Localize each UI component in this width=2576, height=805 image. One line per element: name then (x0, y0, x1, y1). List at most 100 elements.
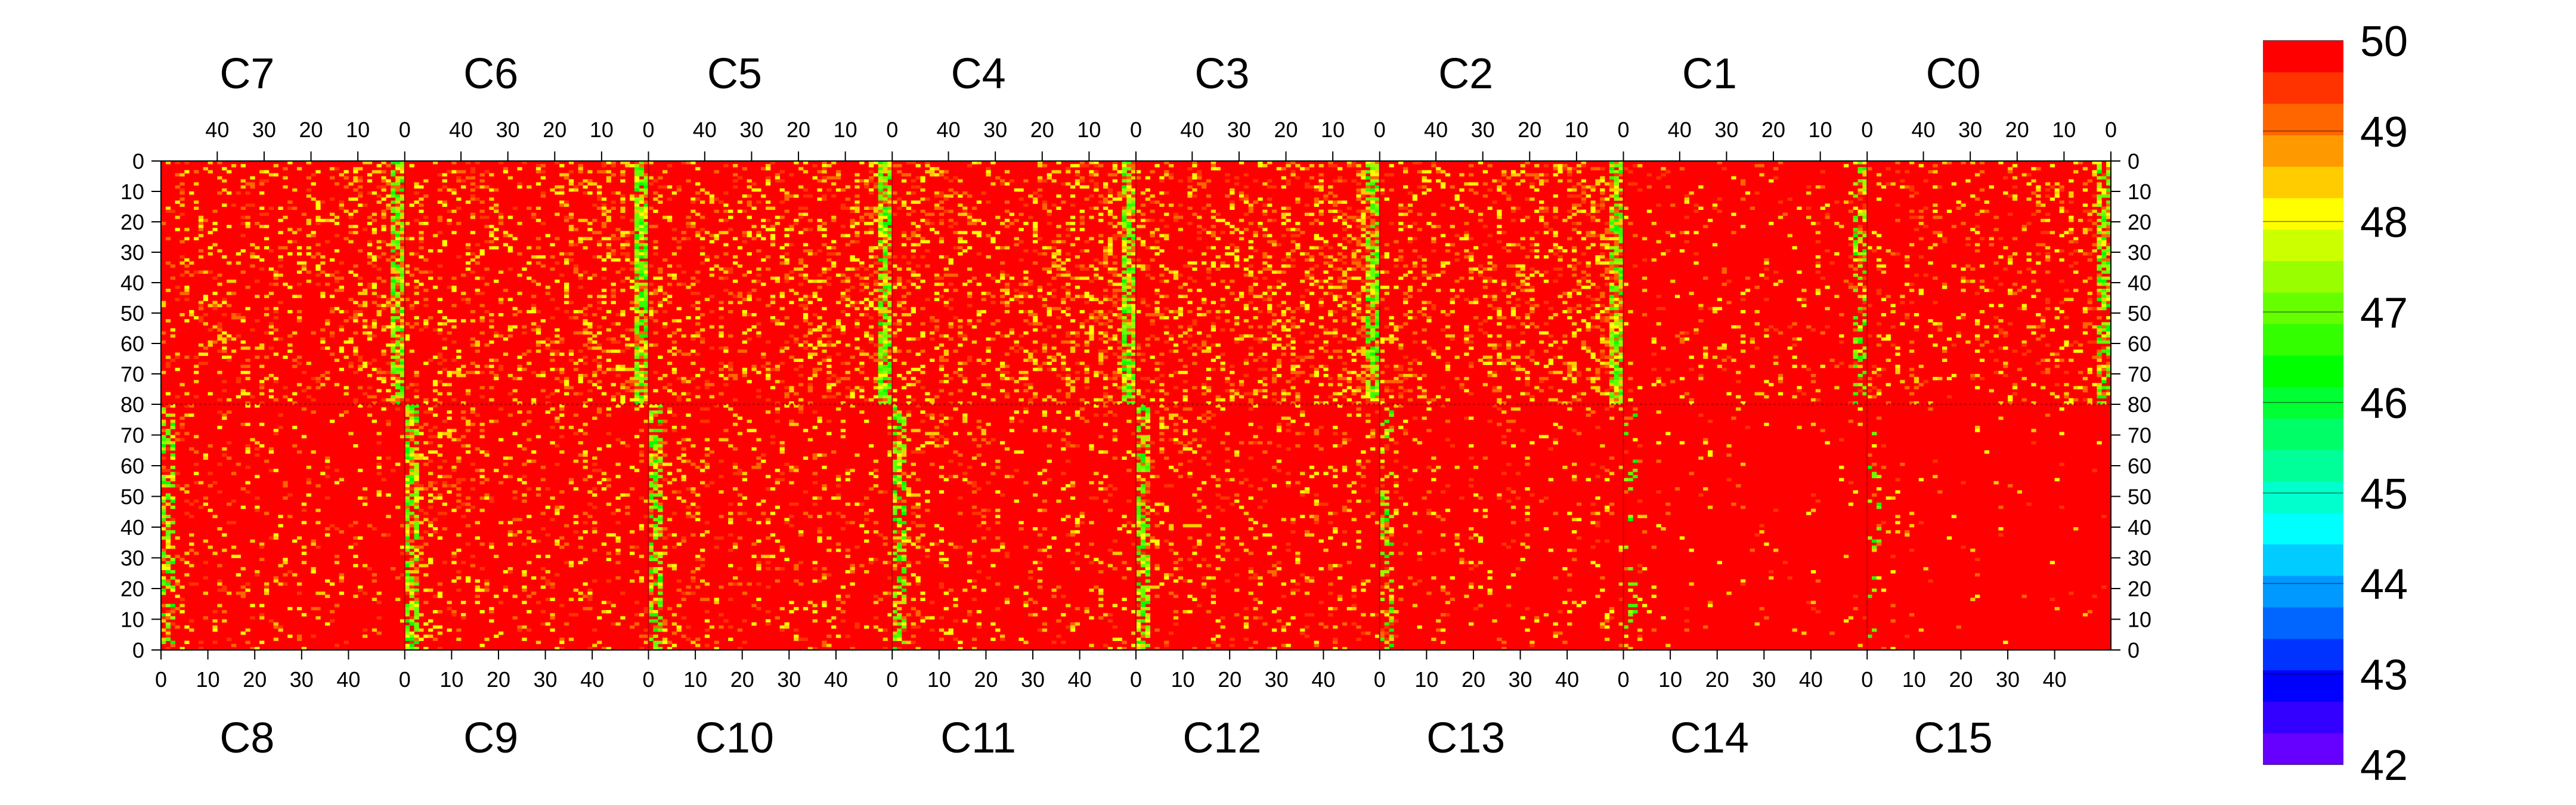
heatmap-cell (367, 243, 373, 247)
heatmap-cell (583, 343, 588, 347)
heatmap-cell (1361, 286, 1366, 289)
heatmap-cell (728, 301, 733, 305)
heatmap-cell (1131, 361, 1137, 366)
heatmap-cell (883, 225, 888, 228)
heatmap-cell (1075, 237, 1080, 240)
heatmap-cell (794, 392, 799, 396)
heatmap-cell (962, 334, 968, 338)
heatmap-cell (747, 298, 752, 301)
heatmap-cell (751, 364, 757, 369)
heatmap-cell (634, 346, 640, 350)
heatmap-cell (868, 301, 874, 305)
heatmap-cell (1361, 194, 1366, 198)
heatmap-cell (1009, 276, 1015, 280)
heatmap-cell (1182, 264, 1188, 268)
heatmap-cell (822, 358, 827, 362)
heatmap-cell (883, 398, 888, 402)
heatmap-cell (939, 364, 945, 369)
heatmap-cell (1361, 222, 1366, 225)
heatmap-cell (873, 270, 879, 274)
heatmap-cell (1276, 279, 1282, 283)
heatmap-cell (1262, 352, 1268, 356)
heatmap-cell (691, 197, 696, 201)
heatmap-cell (283, 246, 288, 250)
heatmap-cell (1202, 252, 1207, 256)
heatmap-cell (1379, 337, 1385, 341)
heatmap-cell (268, 283, 274, 286)
heatmap-cell (1230, 370, 1235, 374)
heatmap-cell (381, 352, 386, 356)
heatmap-cell (428, 249, 434, 253)
heatmap-cell (484, 215, 490, 219)
heatmap-cell (1370, 200, 1376, 204)
heatmap-cell (1290, 170, 1296, 174)
heatmap-cell (447, 319, 452, 323)
heatmap-cell (1366, 386, 1371, 389)
heatmap-cell (175, 200, 180, 204)
heatmap-cell (414, 301, 419, 305)
heatmap-cell (1107, 283, 1113, 286)
heatmap-cell (719, 392, 724, 396)
heatmap-cell (395, 167, 401, 171)
heatmap-cell (1342, 228, 1348, 231)
heatmap-cell (634, 328, 640, 332)
heatmap-cell (400, 306, 405, 311)
heatmap-cell (1033, 361, 1038, 366)
heatmap-cell (676, 306, 682, 311)
heatmap-cell (634, 273, 640, 277)
heatmap-cell (887, 173, 893, 177)
heatmap-cell (798, 398, 804, 402)
heatmap-cell (897, 328, 902, 332)
heatmap-cell (1112, 237, 1117, 240)
heatmap-cell (1051, 398, 1057, 402)
heatmap-cell (1159, 176, 1165, 179)
heatmap-cell (1004, 301, 1010, 305)
heatmap-cell (245, 364, 250, 369)
heatmap-cell (1094, 267, 1099, 271)
heatmap-cell (1328, 292, 1333, 295)
heatmap-cell (432, 398, 438, 402)
heatmap-cell (1333, 209, 1338, 213)
heatmap-cell (1394, 325, 1399, 329)
heatmap-cell (943, 255, 949, 259)
heatmap-cell (1112, 261, 1117, 265)
heatmap-cell (470, 197, 476, 201)
heatmap-cell (296, 355, 302, 359)
heatmap-cell (667, 334, 673, 338)
heatmap-cell (550, 243, 555, 247)
heatmap-cell (1300, 331, 1305, 335)
heatmap-cell (531, 398, 537, 402)
heatmap-cell (1374, 246, 1380, 250)
heatmap-cell (634, 243, 640, 247)
heatmap-cell (878, 164, 883, 168)
heatmap-cell (1286, 164, 1291, 168)
heatmap-cell (1094, 309, 1099, 314)
heatmap-cell (1351, 370, 1357, 374)
heatmap-cell (400, 234, 405, 237)
heatmap-cell (573, 228, 578, 231)
heatmap-cell (920, 349, 925, 353)
heatmap-cell (212, 228, 218, 231)
heatmap-cell (447, 170, 452, 174)
heatmap-cell (920, 179, 925, 183)
heatmap-cell (779, 170, 785, 174)
heatmap-cell (695, 270, 701, 274)
heatmap-cell (1398, 364, 1404, 369)
heatmap-cell (625, 234, 630, 237)
heatmap-cell (911, 191, 916, 195)
heatmap-cell (1159, 389, 1165, 392)
heatmap-cell (873, 161, 879, 165)
heatmap-cell (268, 173, 274, 177)
heatmap-cell (887, 185, 893, 189)
heatmap-cell (1028, 194, 1033, 198)
heatmap-cell (391, 249, 396, 253)
heatmap-cell (198, 234, 204, 237)
heatmap-cell (1403, 355, 1408, 359)
heatmap-cell (432, 161, 438, 165)
heatmap-cell (1290, 377, 1296, 380)
heatmap-cell (1230, 203, 1235, 207)
heatmap-cell (634, 164, 640, 168)
heatmap-cell (1084, 343, 1089, 347)
heatmap-cell (639, 383, 645, 386)
heatmap-cell (658, 289, 663, 292)
